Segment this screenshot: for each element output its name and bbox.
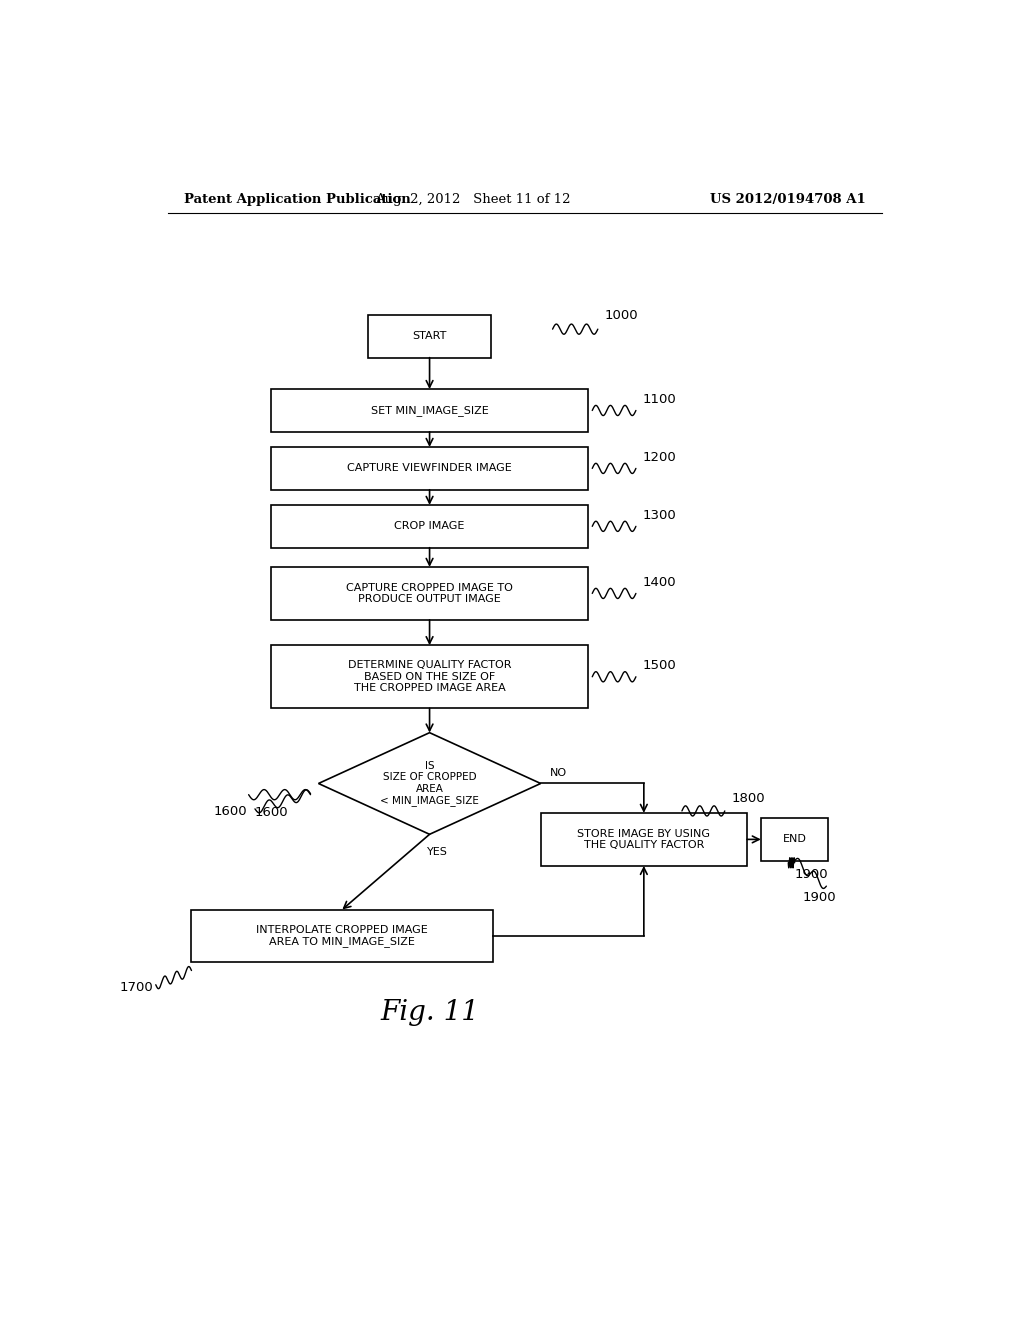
FancyBboxPatch shape — [270, 447, 588, 490]
Text: Aug. 2, 2012   Sheet 11 of 12: Aug. 2, 2012 Sheet 11 of 12 — [376, 193, 571, 206]
Text: 1900: 1900 — [803, 891, 837, 904]
Text: 1600: 1600 — [213, 805, 247, 818]
Text: CAPTURE VIEWFINDER IMAGE: CAPTURE VIEWFINDER IMAGE — [347, 463, 512, 474]
Text: 1100: 1100 — [642, 393, 676, 405]
Text: US 2012/0194708 A1: US 2012/0194708 A1 — [711, 193, 866, 206]
Text: END: END — [782, 834, 807, 845]
Text: 1200: 1200 — [642, 450, 676, 463]
Text: YES: YES — [427, 846, 447, 857]
Text: NO: NO — [550, 768, 567, 779]
Text: 1800: 1800 — [731, 792, 765, 805]
FancyBboxPatch shape — [541, 813, 748, 866]
FancyBboxPatch shape — [191, 909, 494, 962]
FancyBboxPatch shape — [270, 389, 588, 432]
FancyBboxPatch shape — [368, 315, 492, 358]
Text: 1000: 1000 — [604, 309, 638, 322]
Text: 1700: 1700 — [120, 981, 154, 994]
Text: 1500: 1500 — [642, 659, 676, 672]
Text: 1300: 1300 — [642, 508, 676, 521]
Text: 1600: 1600 — [255, 807, 289, 820]
Text: DETERMINE QUALITY FACTOR
BASED ON THE SIZE OF
THE CROPPED IMAGE AREA: DETERMINE QUALITY FACTOR BASED ON THE SI… — [348, 660, 511, 693]
FancyBboxPatch shape — [270, 645, 588, 709]
Text: 1400: 1400 — [642, 576, 676, 589]
Text: 1900: 1900 — [795, 869, 828, 882]
FancyBboxPatch shape — [761, 818, 828, 861]
Text: Patent Application Publication: Patent Application Publication — [183, 193, 411, 206]
FancyBboxPatch shape — [270, 568, 588, 620]
Text: START: START — [413, 331, 446, 342]
Text: STORE IMAGE BY USING
THE QUALITY FACTOR: STORE IMAGE BY USING THE QUALITY FACTOR — [578, 829, 711, 850]
Text: Fig. 11: Fig. 11 — [380, 999, 479, 1026]
Polygon shape — [318, 733, 541, 834]
Text: INTERPOLATE CROPPED IMAGE
AREA TO MIN_IMAGE_SIZE: INTERPOLATE CROPPED IMAGE AREA TO MIN_IM… — [256, 925, 428, 948]
Text: CAPTURE CROPPED IMAGE TO
PRODUCE OUTPUT IMAGE: CAPTURE CROPPED IMAGE TO PRODUCE OUTPUT … — [346, 582, 513, 605]
FancyBboxPatch shape — [270, 506, 588, 548]
Text: IS
SIZE OF CROPPED
AREA
< MIN_IMAGE_SIZE: IS SIZE OF CROPPED AREA < MIN_IMAGE_SIZE — [380, 760, 479, 807]
Text: CROP IMAGE: CROP IMAGE — [394, 521, 465, 532]
Text: SET MIN_IMAGE_SIZE: SET MIN_IMAGE_SIZE — [371, 405, 488, 416]
